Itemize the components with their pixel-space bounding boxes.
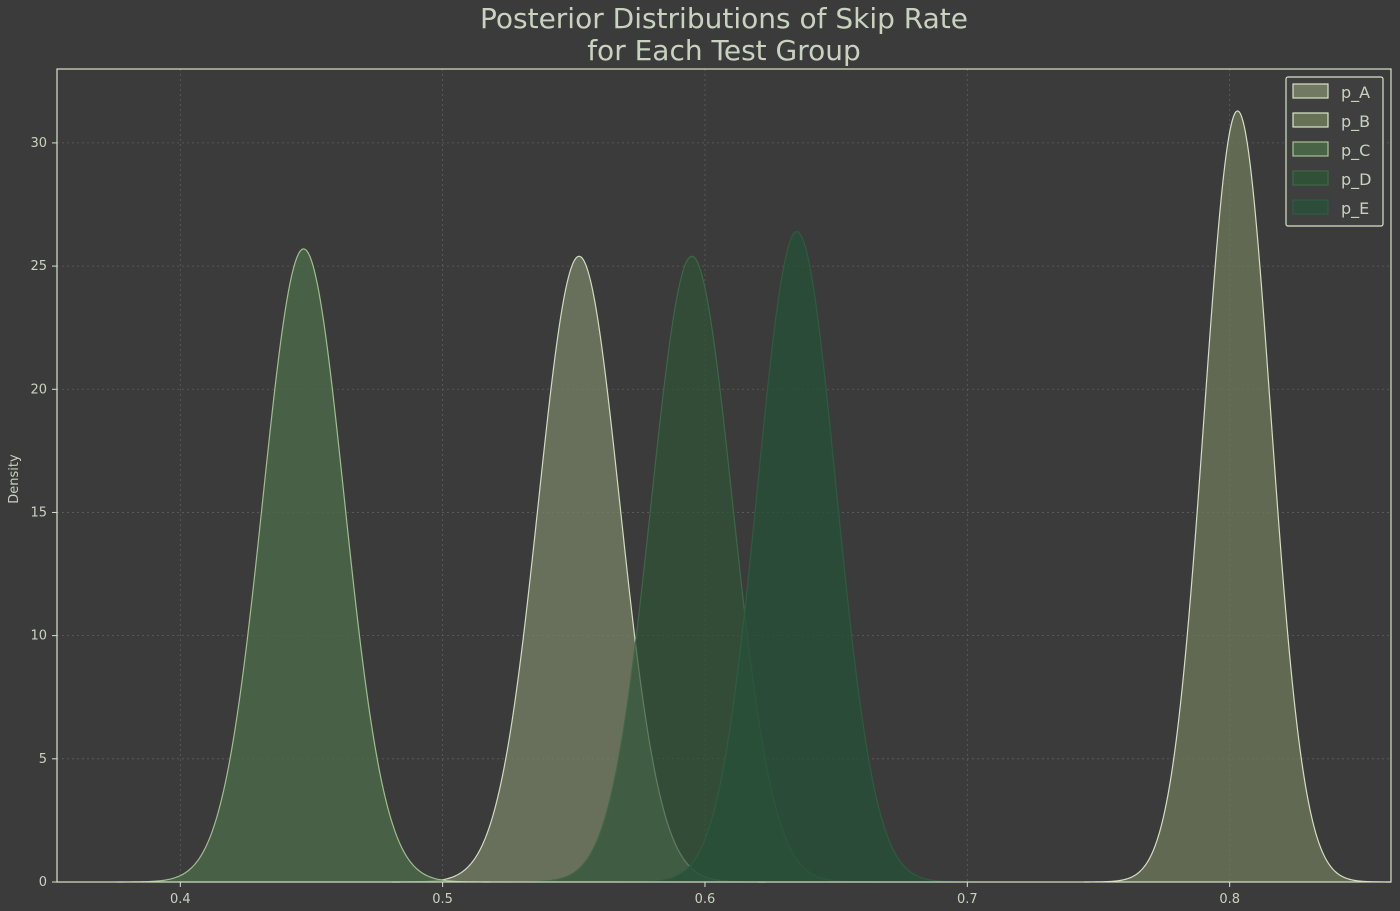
x-tick-label: 0.5 [432, 892, 453, 907]
density-line-p-e [615, 230, 978, 883]
legend-swatch-p-a [1292, 83, 1329, 99]
legend-label-p-e: p_E [1341, 199, 1369, 219]
density-area-p-b [1084, 110, 1391, 882]
chart-subtitle: for Each Test Group [587, 34, 861, 67]
density-line-p-c [116, 248, 491, 883]
legend-swatch-p-e [1292, 199, 1329, 215]
density-curves [116, 110, 1391, 883]
legend-label-p-c: p_C [1341, 141, 1370, 161]
y-tick-label: 25 [30, 259, 47, 274]
legend-swatch-p-c [1292, 141, 1329, 157]
axis-ticks: 0.4 0.5 0.6 0.7 0.8 0 5 10 15 20 25 30 [30, 136, 1240, 907]
axes [56, 68, 1392, 883]
plot-frame [56, 68, 1392, 883]
density-area-p-d [504, 256, 879, 882]
legend: p_A p_B p_C p_D p_E [1285, 76, 1384, 227]
legend-label-p-d: p_D [1341, 170, 1371, 190]
density-area-p-e [615, 231, 978, 883]
legend-label-p-b: p_B [1341, 112, 1370, 132]
y-tick-label: 20 [30, 382, 47, 397]
x-tick-label: 0.8 [1219, 892, 1240, 907]
y-tick-label: 10 [30, 629, 47, 644]
x-tick-label: 0.7 [957, 892, 978, 907]
y-tick-label: 30 [30, 136, 47, 151]
density-area-p-a [392, 256, 767, 882]
y-axis-label: Density [7, 454, 22, 504]
x-tick-label: 0.4 [170, 892, 191, 907]
legend-items: p_A p_B p_C p_D p_E [1292, 83, 1371, 219]
y-tick-label: 5 [39, 752, 47, 767]
y-tick-label: 0 [39, 875, 47, 890]
legend-swatch-p-d [1292, 170, 1329, 186]
chart-title: Posterior Distributions of Skip Rate [480, 2, 968, 35]
legend-swatch-p-b [1292, 112, 1329, 128]
legend-label-p-a: p_A [1341, 83, 1370, 103]
x-tick-label: 0.6 [695, 892, 716, 907]
density-line-p-b [1084, 110, 1391, 883]
y-tick-label: 15 [30, 505, 47, 520]
density-area-p-c [116, 248, 491, 883]
